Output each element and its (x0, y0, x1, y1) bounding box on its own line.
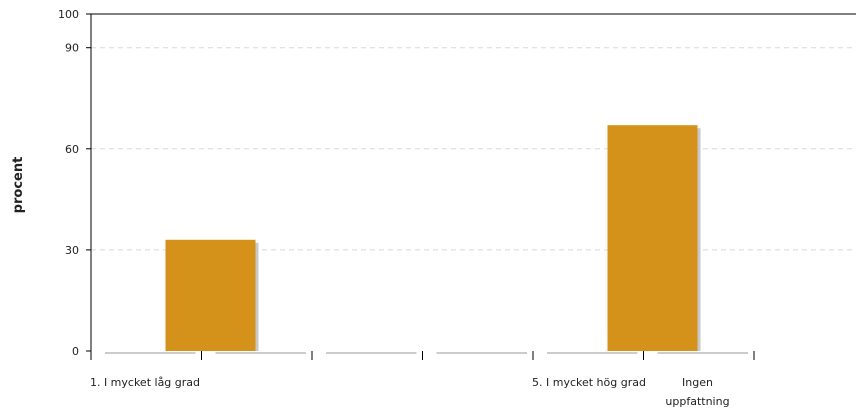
y-tick-label: 100 (58, 8, 79, 21)
y-axis-label: procent (11, 157, 26, 214)
x-category-label: 1. I mycket låg grad (90, 376, 200, 389)
x-category-label: Ingen (682, 376, 713, 389)
bars (165, 125, 701, 352)
y-tick-label: 60 (65, 143, 79, 156)
x-category-label: uppfattning (665, 395, 729, 408)
axes (86, 13, 856, 360)
x-category-labels: 1. I mycket låg grad 5. I mycket hög grad… (90, 376, 730, 408)
grid-lines (91, 47, 856, 251)
y-tick-label: 90 (65, 42, 79, 55)
y-tick-label: 0 (72, 345, 79, 358)
y-tick-labels: 0 30 60 90 100 (58, 8, 79, 358)
y-tick-label: 30 (65, 244, 79, 257)
x-category-label: 5. I mycket hög grad (532, 376, 646, 389)
bar (607, 125, 698, 352)
bar (165, 239, 256, 351)
